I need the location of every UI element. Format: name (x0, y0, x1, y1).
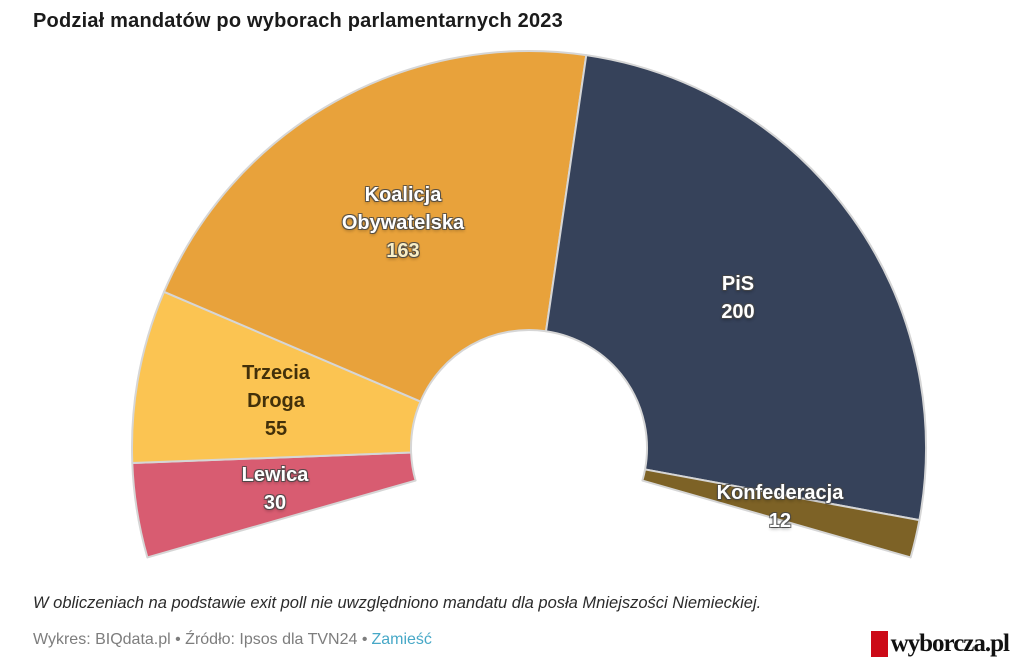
segment-pis[interactable] (545, 54, 927, 522)
credits-text: Wykres: BIQdata.pl • Źródło: Ipsos dla T… (33, 631, 368, 648)
embed-link[interactable]: Zamieść (371, 631, 432, 648)
segment-konfederacja[interactable] (641, 468, 921, 559)
segment-trzecia-droga[interactable] (131, 290, 422, 465)
wyborcza-logo[interactable]: wyborcza.pl (870, 630, 1010, 658)
logo-red-mark-icon (870, 631, 888, 657)
chart-title: Podział mandatów po wyborach parlamentar… (33, 10, 563, 32)
footnote: W obliczeniach na podstawie exit poll ni… (33, 594, 762, 612)
credits-line: Wykres: BIQdata.pl • Źródło: Ipsos dla T… (33, 631, 432, 649)
segment-lewica[interactable] (131, 451, 417, 559)
logo-text: wyborcza.pl (890, 630, 1010, 657)
segment-koalicja-obywatelska[interactable] (163, 50, 588, 403)
